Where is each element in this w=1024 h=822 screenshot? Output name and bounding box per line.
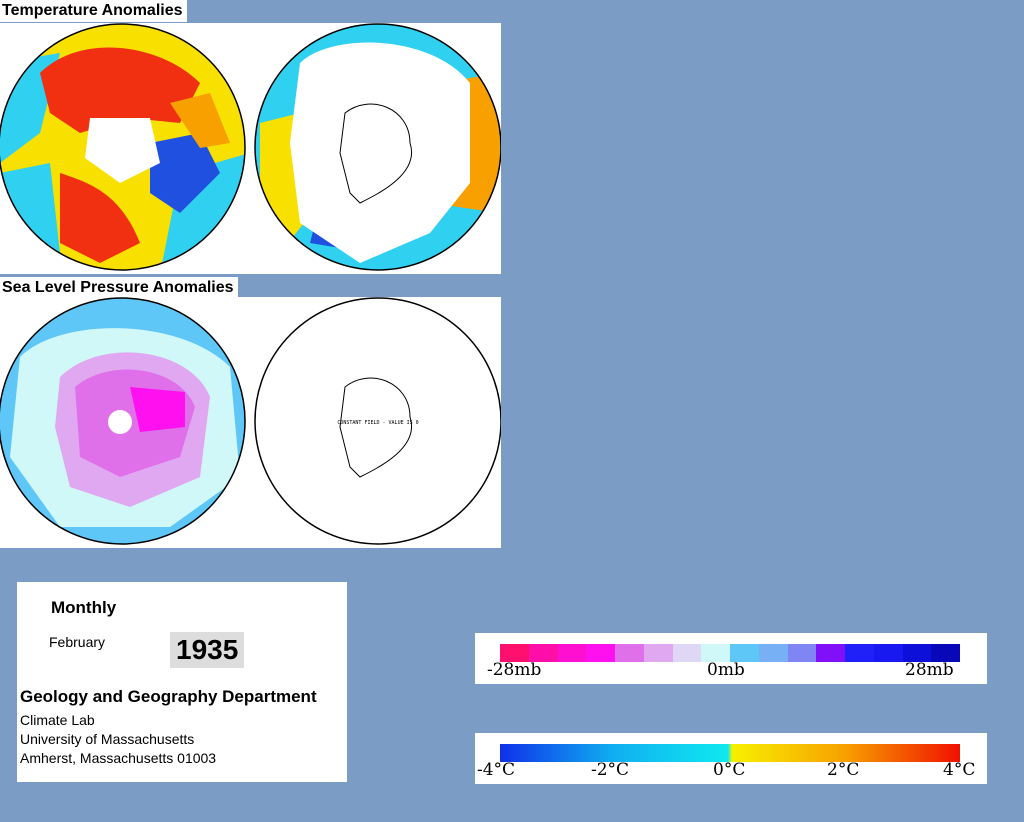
pressure-legend-max: 28mb [905, 660, 954, 680]
pressure-title: Sea Level Pressure Anomalies [0, 277, 238, 299]
pressure-maps-panel: CONSTANT FIELD - VALUE IS 0 [0, 297, 501, 548]
temperature-maps-panel [0, 23, 501, 274]
temperature-legend-pos2: 2°C [827, 760, 860, 780]
pressure-swatch [528, 644, 558, 662]
info-box: Monthly February 1935 Geology and Geogra… [17, 582, 347, 782]
pressure-legend-min: -28mb [487, 660, 542, 680]
pressure-swatch [730, 644, 759, 662]
northern-hemisphere-temperature-map [0, 24, 245, 270]
southern-hemisphere-temperature-map [255, 24, 501, 270]
temperature-color-bar [500, 744, 960, 762]
pressure-legend-mid: 0mb [707, 660, 745, 680]
month-label: February [49, 634, 106, 650]
temperature-maps [0, 23, 501, 271]
department-label: Geology and Geography Department [20, 687, 317, 706]
address-label: Amherst, Massachusetts 01003 [20, 750, 217, 766]
pressure-swatch [902, 644, 932, 662]
pressure-swatch [873, 644, 903, 662]
temperature-legend-neg2: -2°C [591, 760, 630, 780]
temperature-legend-zero: 0°C [713, 760, 746, 780]
temperature-title: Temperature Anomalies [0, 0, 187, 22]
pressure-color-bar [500, 644, 960, 662]
pressure-swatch [787, 644, 817, 662]
constant-field-label: CONSTANT FIELD - VALUE IS 0 [337, 420, 418, 426]
temperature-legend: -4°C -2°C 0°C 2°C 4°C [475, 733, 987, 784]
pressure-swatch [672, 644, 702, 662]
temperature-legend-neg4: -4°C [477, 760, 516, 780]
southern-hemisphere-pressure-map: CONSTANT FIELD - VALUE IS 0 [254, 297, 501, 545]
pressure-swatch [557, 644, 587, 662]
pressure-legend: -28mb 0mb 28mb [475, 633, 987, 684]
year-label: 1935 [170, 632, 245, 668]
pressure-swatch [643, 644, 673, 662]
pressure-swatch [615, 644, 644, 662]
pressure-swatch [845, 644, 874, 662]
pressure-swatch [586, 644, 615, 662]
pressure-swatch [816, 644, 845, 662]
university-label: University of Massachusetts [20, 731, 195, 747]
pressure-swatch [931, 644, 960, 662]
lab-label: Climate Lab [20, 712, 95, 728]
pressure-swatch [500, 644, 529, 662]
pressure-swatch [701, 644, 730, 662]
period-label: Monthly [51, 598, 117, 617]
pressure-maps: CONSTANT FIELD - VALUE IS 0 [0, 297, 501, 545]
northern-hemisphere-pressure-map [0, 298, 245, 544]
temperature-legend-pos4: 4°C [943, 760, 976, 780]
pressure-swatch [758, 644, 788, 662]
